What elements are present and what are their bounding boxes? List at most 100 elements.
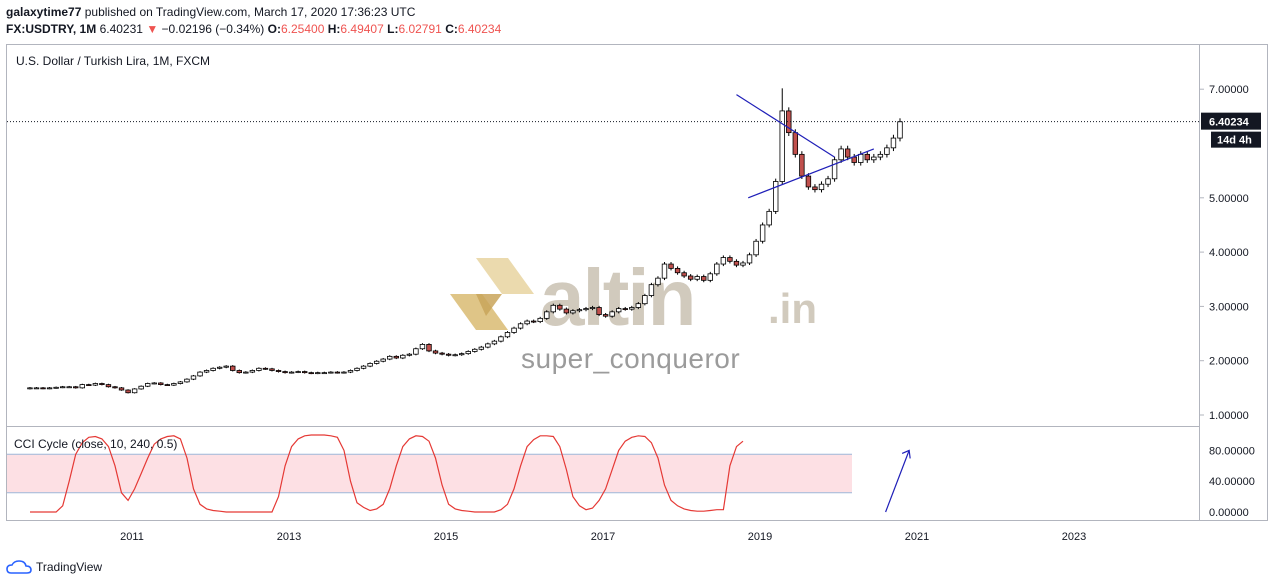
candle-body: [288, 371, 295, 374]
candle-body: [393, 355, 399, 359]
chart-panel[interactable]: [6, 44, 1268, 521]
candle-body: [59, 386, 66, 389]
candle-body: [661, 263, 668, 279]
cci-band: [7, 454, 852, 493]
pane-separator[interactable]: [6, 426, 1200, 427]
candle-body: [871, 156, 877, 161]
cci-arrow-shaft: [885, 450, 910, 513]
candle-body: [269, 368, 275, 371]
published-text: published on TradingView.com, March 17, …: [84, 5, 416, 19]
candle-body: [511, 327, 517, 333]
last-price-label: 6.40234: [1209, 117, 1250, 129]
candle-body: [517, 323, 524, 329]
candle-body: [249, 370, 256, 373]
candle-body: [694, 276, 700, 280]
candle-body: [616, 308, 622, 313]
candle-body: [243, 371, 249, 374]
watermark-tld: .in: [768, 285, 817, 332]
candle-body: [105, 384, 112, 388]
candle-body: [629, 307, 635, 310]
candle-body: [524, 320, 530, 325]
candle-body: [714, 263, 720, 275]
candle-body: [635, 303, 642, 308]
candle-body: [858, 153, 864, 163]
candle-body: [367, 363, 373, 367]
candle-body: [727, 257, 733, 262]
candle-body: [759, 224, 766, 242]
high-value: 6.49407: [340, 22, 384, 36]
candle-body: [864, 153, 870, 161]
candle-body: [197, 371, 203, 377]
candle-body: [779, 110, 785, 182]
candle-body: [609, 311, 615, 317]
chart-title: U.S. Dollar / Turkish Lira, 1M, FXCM: [16, 54, 211, 68]
candle-body: [707, 273, 713, 281]
candle-body: [740, 262, 746, 266]
footer-brand[interactable]: TradingView: [36, 560, 103, 574]
candle-body: [766, 210, 772, 226]
candle-body: [360, 365, 367, 369]
candle-body: [746, 254, 753, 264]
candle-body: [73, 386, 79, 389]
time-tick-label: 2021: [905, 531, 929, 543]
candle-body: [602, 314, 609, 317]
footer: TradingView: [6, 560, 102, 574]
triangle-trendline-lower: [748, 148, 875, 199]
candle-body: [491, 340, 498, 345]
candle-body: [583, 308, 589, 311]
candle-body: [171, 383, 177, 386]
candle-body: [563, 308, 570, 314]
candle-body: [131, 388, 138, 394]
candle-body: [648, 284, 655, 296]
candle-body: [844, 148, 851, 158]
candle-body: [544, 311, 550, 319]
candle-body: [86, 384, 92, 386]
candle-body: [792, 132, 799, 155]
candle-body: [439, 352, 445, 355]
candle-body: [812, 186, 818, 191]
candle-body: [733, 260, 740, 266]
candle-body: [753, 240, 759, 256]
close-value: 6.40234: [457, 22, 502, 36]
cci-tick-label: 0.00000: [1209, 507, 1249, 519]
candle-body: [295, 371, 301, 373]
candle-body: [831, 159, 838, 180]
candle-body: [347, 370, 354, 373]
candle-body: [674, 267, 681, 274]
open-value: 6.25400: [280, 22, 325, 36]
price-tick-label: 7.00000: [1209, 84, 1249, 96]
candle-body: [40, 387, 46, 390]
candle-body: [799, 153, 805, 177]
candle-body: [230, 365, 236, 371]
candle-body: [125, 389, 131, 394]
candle-body: [380, 358, 386, 362]
candle-body: [432, 350, 439, 354]
time-tick-label: 2017: [591, 531, 615, 543]
candle-body: [890, 137, 897, 149]
candle-body: [537, 317, 543, 323]
candle-body: [786, 110, 792, 134]
candle-body: [465, 351, 471, 355]
candle-body: [151, 382, 157, 385]
candle-body: [53, 386, 59, 389]
candle-body: [550, 304, 556, 313]
candle-body: [138, 385, 144, 390]
author-name[interactable]: galaxytime77: [6, 5, 82, 19]
candle-body: [897, 121, 903, 139]
price-tick-label: 3.00000: [1209, 301, 1249, 313]
candle-body: [596, 307, 602, 315]
countdown-badge: [1211, 131, 1261, 148]
ohlc-line: FX:USDTRY, 1M 6.40231 ▼ −0.02196 (−0.34%…: [6, 22, 501, 36]
candle-body: [354, 367, 360, 371]
candle-body: [144, 383, 151, 387]
candle-body: [426, 344, 432, 352]
candle-body: [99, 383, 105, 385]
time-tick-label: 2023: [1062, 531, 1086, 543]
candle-body: [642, 295, 648, 305]
price-change: −0.02196 (−0.34%): [161, 22, 265, 36]
candle-body: [341, 371, 347, 374]
countdown-label: 14d 4h: [1217, 135, 1252, 147]
candle-body: [884, 147, 890, 155]
candle-body: [720, 257, 727, 265]
